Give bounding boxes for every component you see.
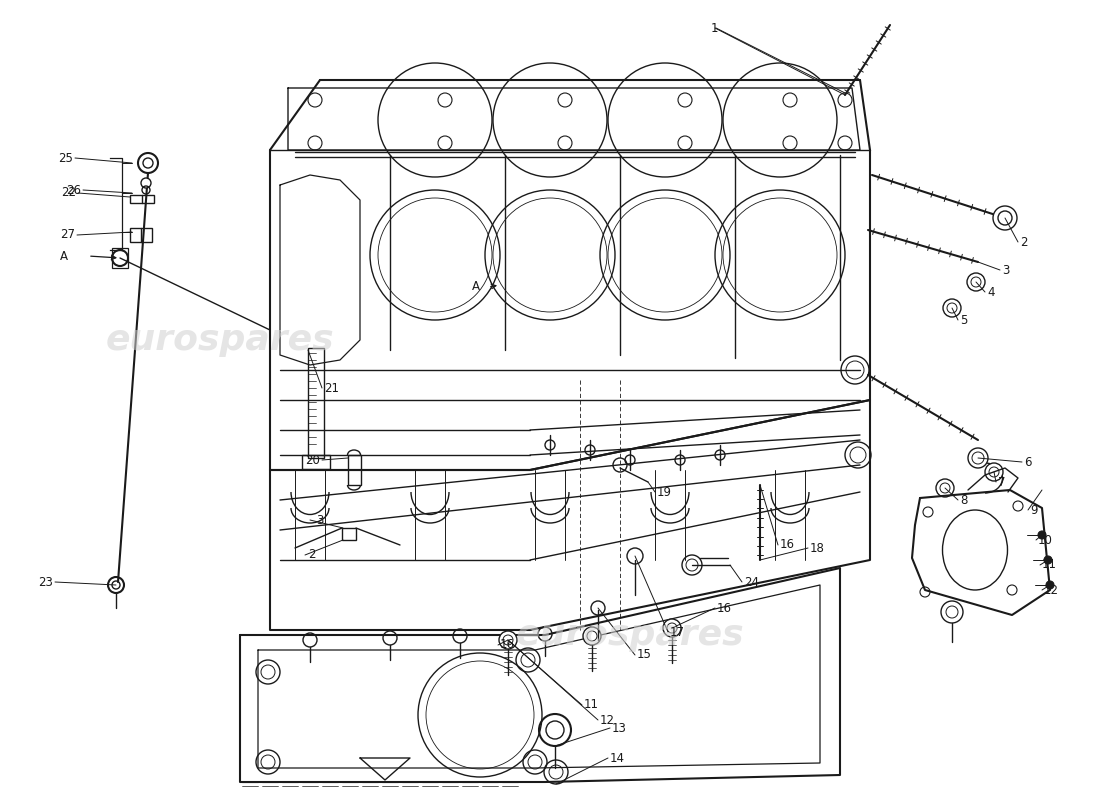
Text: 10: 10 <box>1038 534 1053 546</box>
Bar <box>348 455 361 485</box>
Circle shape <box>1038 531 1046 539</box>
Text: 11: 11 <box>1042 558 1057 571</box>
Text: 6: 6 <box>1024 455 1032 469</box>
Text: 17: 17 <box>670 626 685 638</box>
Circle shape <box>141 178 151 188</box>
Bar <box>302 455 330 469</box>
Bar <box>342 528 356 540</box>
Circle shape <box>583 627 601 645</box>
Circle shape <box>967 273 984 291</box>
Text: 12: 12 <box>1044 583 1059 597</box>
Text: 8: 8 <box>960 494 967 506</box>
Text: 4: 4 <box>987 286 994 298</box>
Text: 3: 3 <box>1002 263 1010 277</box>
Text: 27: 27 <box>60 229 75 242</box>
Bar <box>112 248 128 268</box>
Circle shape <box>993 206 1018 230</box>
Circle shape <box>943 299 961 317</box>
Bar <box>130 195 154 203</box>
Circle shape <box>499 631 517 649</box>
Circle shape <box>936 479 954 497</box>
Text: 18: 18 <box>810 542 825 554</box>
Text: 19: 19 <box>657 486 672 498</box>
Circle shape <box>968 448 988 468</box>
Circle shape <box>1046 581 1054 589</box>
Text: 5: 5 <box>960 314 967 326</box>
Text: 24: 24 <box>744 575 759 589</box>
Circle shape <box>984 463 1003 481</box>
Text: 9: 9 <box>1030 503 1037 517</box>
Text: eurospares: eurospares <box>106 323 334 357</box>
Text: 22: 22 <box>60 186 76 199</box>
Text: 25: 25 <box>58 151 73 165</box>
Circle shape <box>663 619 681 637</box>
Text: 2: 2 <box>308 549 316 562</box>
Text: 3: 3 <box>316 514 323 526</box>
Text: 26: 26 <box>66 183 81 197</box>
Text: 12: 12 <box>600 714 615 726</box>
Bar <box>308 348 324 458</box>
Text: 16: 16 <box>717 602 732 614</box>
Text: 1: 1 <box>711 22 718 34</box>
Text: A: A <box>60 250 68 262</box>
Text: 14: 14 <box>610 751 625 765</box>
Text: 15: 15 <box>637 649 652 662</box>
Circle shape <box>1044 556 1052 564</box>
Text: 13: 13 <box>612 722 627 734</box>
Text: 21: 21 <box>324 382 339 394</box>
Text: 16: 16 <box>780 538 795 551</box>
Text: A: A <box>472 281 480 294</box>
Text: eurospares: eurospares <box>516 618 745 652</box>
Text: 11: 11 <box>584 698 600 711</box>
Text: 20: 20 <box>305 454 320 466</box>
Text: 16: 16 <box>500 638 515 651</box>
Text: 7: 7 <box>998 475 1005 489</box>
Text: 2: 2 <box>1020 235 1027 249</box>
Bar <box>130 228 152 242</box>
Text: 23: 23 <box>39 575 53 589</box>
